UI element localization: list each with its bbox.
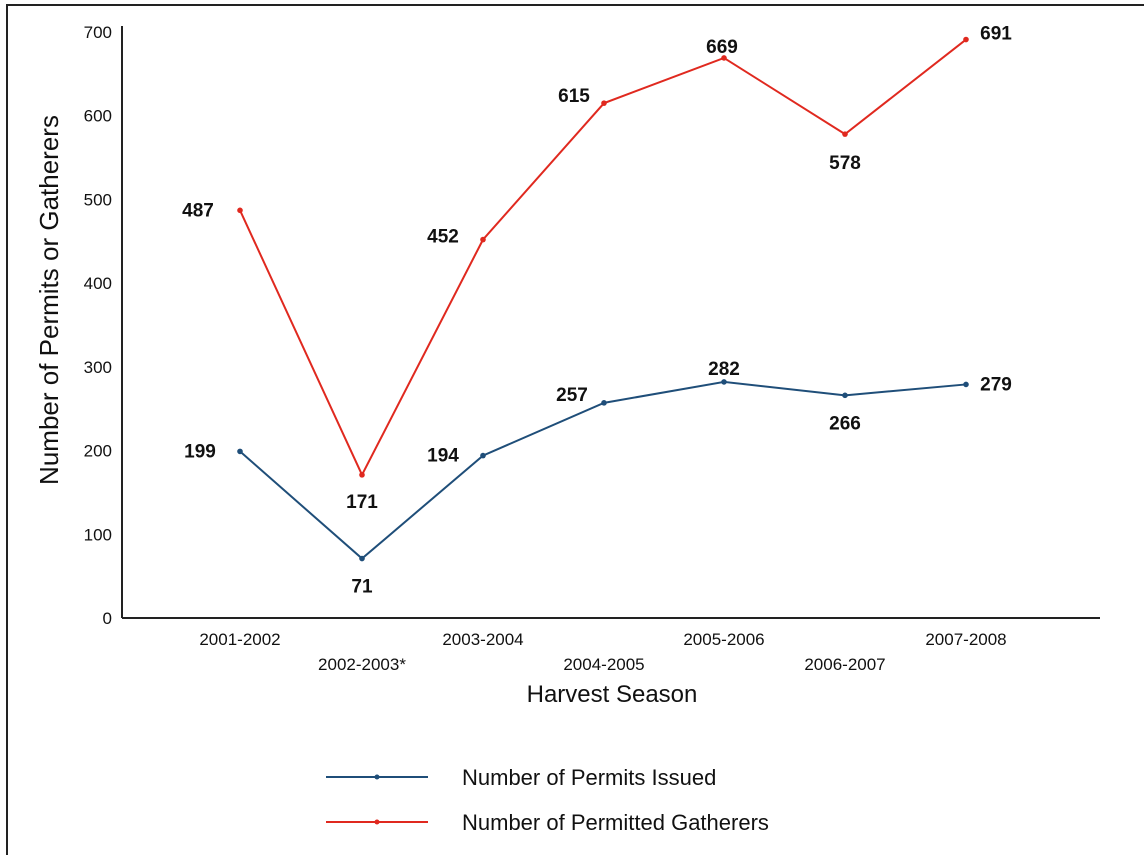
- legend-marker-permits: [374, 774, 380, 780]
- x-tick-label: 2002-2003*: [318, 655, 406, 674]
- data-point: [601, 400, 607, 406]
- data-label: 279: [980, 374, 1012, 395]
- x-tick-label: 2003-2004: [442, 630, 523, 649]
- data-labels: 199 71 194 257 282 266 279 487 171 452 615 669 578 69…: [182, 24, 1012, 598]
- data-label: 194: [427, 446, 459, 467]
- chart-frame: [6, 4, 1144, 855]
- axes: [121, 26, 1100, 619]
- legend-item-gatherers: Number of Permitted Gatherers: [326, 810, 769, 835]
- data-point: [721, 379, 727, 385]
- series-line-0: [239, 380, 967, 560]
- data-point: [237, 207, 243, 214]
- data-point: [721, 55, 727, 61]
- y-tick-label: 200: [84, 442, 112, 461]
- x-tick-label: 2001-2002: [199, 630, 280, 649]
- y-tick-label: 700: [84, 23, 112, 42]
- data-point: [480, 452, 486, 459]
- legend: Number of Permits Issued Number of Permi…: [326, 765, 769, 835]
- legend-label-permits: Number of Permits Issued: [462, 765, 716, 790]
- data-label: 71: [351, 577, 373, 598]
- x-tick-label: 2007-2008: [925, 630, 1006, 649]
- data-label: 266: [829, 413, 861, 434]
- data-label: 257: [556, 385, 588, 406]
- data-point: [963, 381, 969, 388]
- data-point: [359, 472, 365, 478]
- y-tick-label: 0: [103, 609, 112, 628]
- legend-label-gatherers: Number of Permitted Gatherers: [462, 810, 769, 835]
- x-tick-labels: 2001-2002 2002-2003* 2003-2004 2004-2005 200…: [199, 630, 1006, 674]
- data-label: 452: [427, 227, 459, 248]
- legend-item-permits: Number of Permits Issued: [326, 765, 716, 790]
- data-point: [842, 392, 848, 399]
- y-tick-label: 400: [84, 274, 112, 293]
- y-tick-label: 300: [84, 358, 112, 377]
- data-point: [237, 448, 243, 455]
- data-point: [963, 36, 969, 43]
- x-tick-label: 2004-2005: [563, 655, 644, 674]
- x-tick-label: 2006-2007: [804, 655, 885, 674]
- data-label: 487: [182, 200, 214, 221]
- data-label: 199: [184, 441, 216, 462]
- y-tick-labels: 0 100 200 300 400 500 600 700: [84, 23, 112, 628]
- y-axis-label: Number of Permits or Gatherers: [34, 115, 64, 485]
- series-layer: [237, 36, 969, 562]
- data-label: 578: [829, 153, 861, 174]
- data-label: 282: [708, 359, 740, 380]
- data-label: 615: [558, 86, 590, 107]
- data-point: [842, 131, 848, 137]
- data-label: 691: [980, 24, 1012, 45]
- data-point: [480, 236, 486, 243]
- legend-marker-gatherers: [374, 819, 380, 825]
- data-point: [359, 555, 365, 562]
- y-tick-label: 600: [84, 107, 112, 126]
- y-tick-label: 500: [84, 190, 112, 209]
- x-tick-label: 2005-2006: [683, 630, 764, 649]
- data-point: [601, 100, 607, 106]
- data-label: 171: [346, 492, 378, 513]
- y-tick-label: 100: [84, 525, 112, 544]
- data-label: 669: [706, 37, 738, 58]
- x-axis-label: Harvest Season: [527, 681, 698, 708]
